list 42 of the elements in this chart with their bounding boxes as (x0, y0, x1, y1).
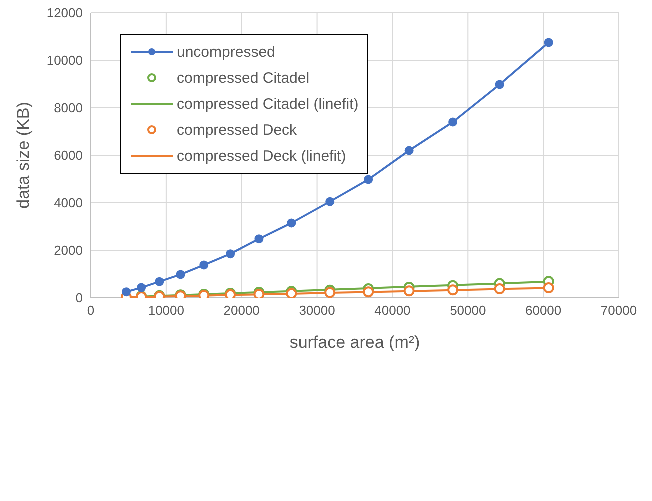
point (544, 38, 554, 48)
point (543, 282, 554, 294)
point (404, 286, 415, 297)
point (226, 250, 236, 259)
legend-label: compressed Deck (linefit) (177, 148, 346, 164)
x-tick-label: 30000 (299, 303, 336, 318)
point (137, 283, 146, 292)
legend-label: compressed Deck (177, 122, 298, 138)
legend-label: compressed Citadel (177, 70, 310, 86)
x-axis-title: surface area (m²) (290, 333, 420, 352)
point (448, 284, 459, 296)
y-axis-title: data size (KB) (14, 102, 34, 209)
x-tick-label: 60000 (525, 303, 562, 318)
y-tick-label: 8000 (54, 100, 83, 116)
point (404, 146, 414, 156)
point (326, 197, 335, 206)
y-tick-label: 0 (76, 290, 83, 306)
point (254, 234, 264, 244)
y-tick-label: 12000 (46, 6, 83, 21)
y-tick-label: 4000 (54, 196, 83, 211)
point (363, 286, 374, 298)
x-tick-label: 70000 (600, 303, 638, 318)
point (494, 283, 506, 294)
x-tick-label: 10000 (148, 303, 185, 318)
x-tick-label: 50000 (450, 303, 486, 318)
point (122, 288, 131, 297)
point (364, 175, 374, 184)
y-tick-label: 2000 (54, 243, 83, 258)
y-tick-label: 10000 (46, 53, 83, 68)
x-tick-label: 0 (87, 303, 95, 318)
x-tick-label: 20000 (224, 303, 260, 318)
point (155, 277, 164, 286)
point (176, 270, 186, 280)
point (495, 80, 504, 90)
legend-label: uncompressed (177, 44, 276, 60)
point (324, 287, 336, 298)
point (448, 118, 458, 127)
legend-label: compressed Citadel (linefit) (177, 96, 359, 112)
point (287, 218, 296, 228)
y-tick-label: 6000 (54, 148, 83, 164)
x-tick-label: 40000 (374, 303, 411, 318)
point (200, 260, 209, 270)
